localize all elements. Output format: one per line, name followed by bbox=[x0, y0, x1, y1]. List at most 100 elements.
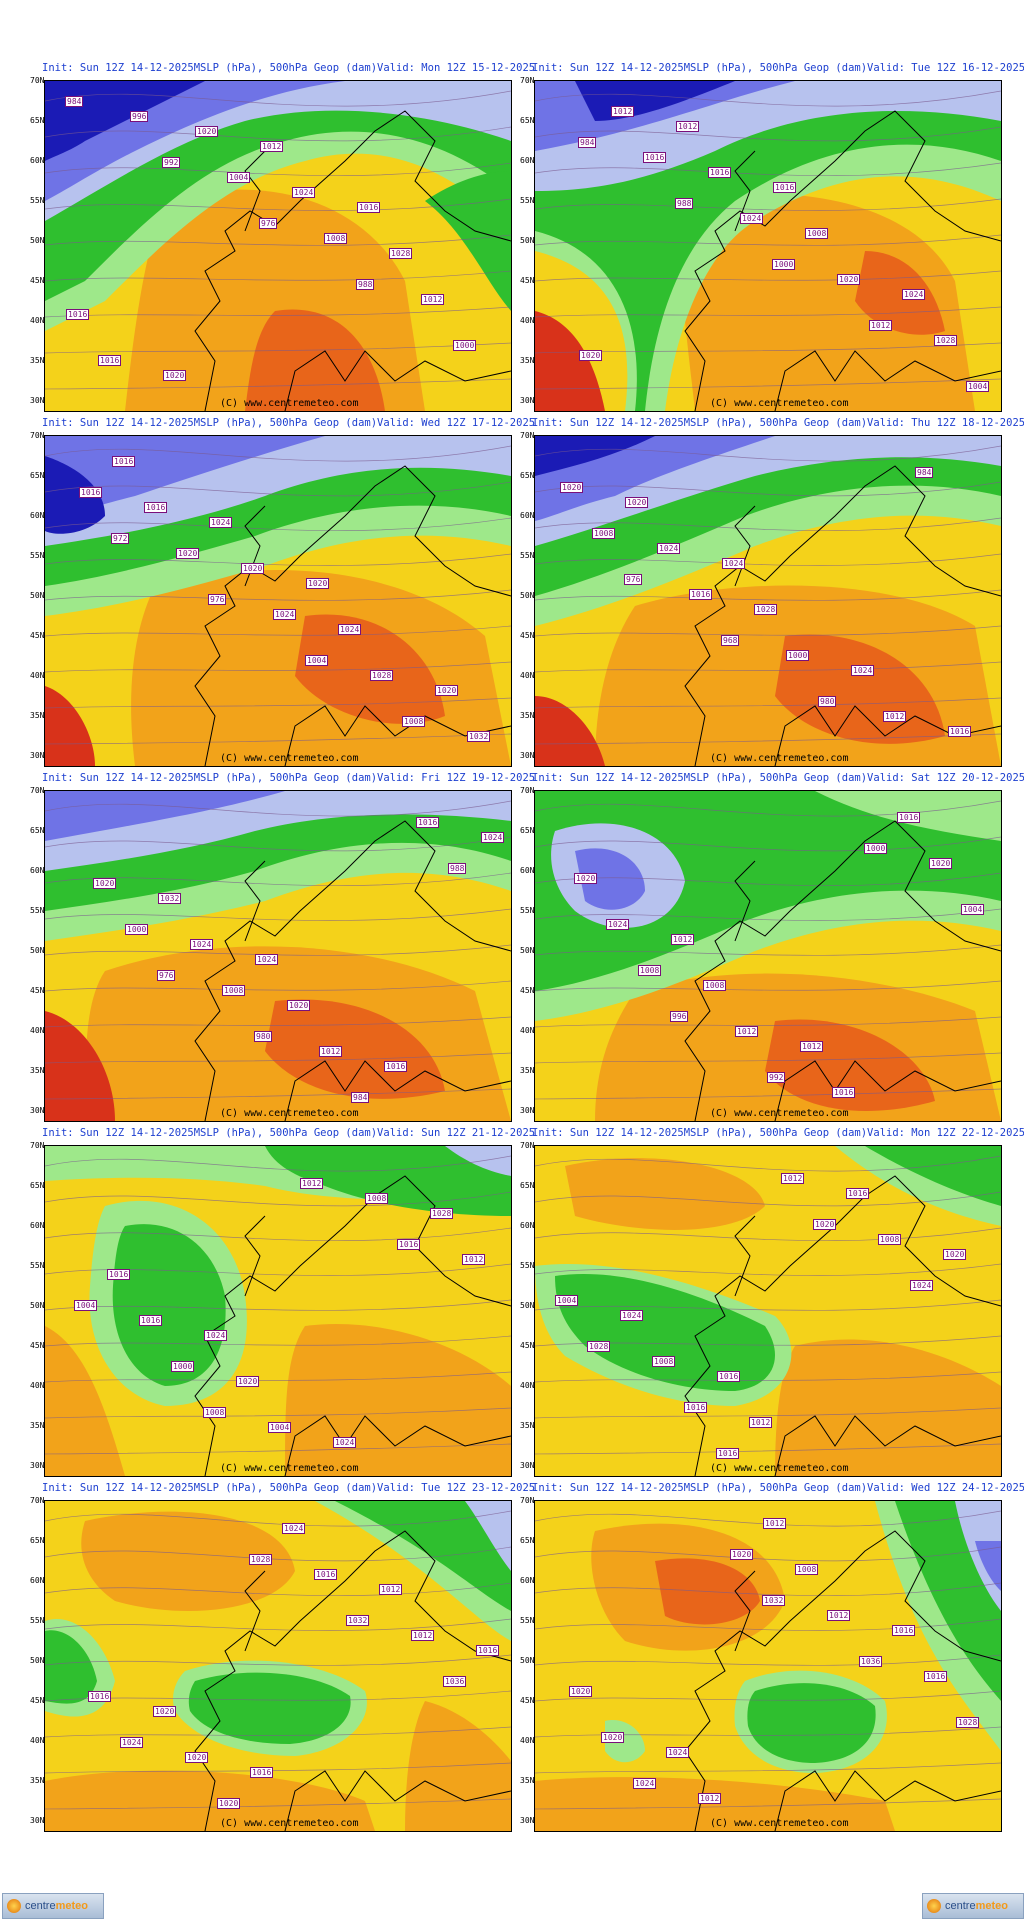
latitude-label: 55N bbox=[520, 1616, 535, 1625]
isobar-label: 1032 bbox=[346, 1615, 370, 1626]
isobar-line bbox=[535, 306, 1001, 318]
isobar-line bbox=[535, 625, 1001, 637]
latitude-label: 30N bbox=[30, 1106, 45, 1115]
panel-product-label: MSLP (hPa), 500hPa Geop (dam) bbox=[683, 772, 868, 784]
panel-valid-label: Valid: Tue 12Z 23-12-2025 bbox=[377, 1482, 536, 1494]
isobar-label: 1028 bbox=[389, 248, 413, 259]
pressure-zone bbox=[45, 456, 105, 534]
isobar-label: 984 bbox=[578, 137, 597, 148]
latitude-label: 30N bbox=[30, 1816, 45, 1825]
isobar-line bbox=[535, 90, 1001, 107]
isobar-label: 1012 bbox=[869, 320, 893, 331]
isobar-label: 1028 bbox=[249, 1554, 273, 1565]
isobar-label: 1024 bbox=[273, 609, 297, 620]
map-canvas bbox=[535, 436, 1001, 766]
weather-map: 976 968 980 984 1008 1016 1000 1012 1020 1024 1028… bbox=[534, 435, 1002, 767]
isobar-label: 1036 bbox=[443, 1676, 467, 1687]
isobar-label: 1020 bbox=[153, 1706, 177, 1717]
isobar-label: 1020 bbox=[625, 497, 649, 508]
isobar-line bbox=[45, 1443, 511, 1455]
latitude-label: 60N bbox=[520, 156, 535, 165]
isobar-label: 980 bbox=[254, 1031, 273, 1042]
isobar-label: 1028 bbox=[934, 335, 958, 346]
isobar-label: 1016 bbox=[716, 1448, 740, 1459]
isobar-label: 988 bbox=[675, 198, 694, 209]
isobar-label: 988 bbox=[448, 863, 467, 874]
panel-init-label: Init: Sun 12Z 14-12-2025 bbox=[532, 1482, 684, 1494]
isobar-label: 1000 bbox=[125, 924, 149, 935]
latitude-label: 40N bbox=[30, 1381, 45, 1390]
panel-init-label: Init: Sun 12Z 14-12-2025 bbox=[532, 417, 684, 429]
copyright-credit: (C) www.centremeteo.com bbox=[710, 1818, 849, 1829]
isobar-label: 1024 bbox=[740, 213, 764, 224]
pressure-zone bbox=[112, 1224, 226, 1386]
latitude-label: 50N bbox=[30, 591, 45, 600]
pressure-zone bbox=[775, 1339, 1001, 1476]
latitude-label: 35N bbox=[30, 711, 45, 720]
latitude-label: 55N bbox=[520, 196, 535, 205]
isobar-label: 1000 bbox=[772, 259, 796, 270]
isobar-line bbox=[45, 1726, 511, 1738]
isobar-label: 1016 bbox=[416, 817, 440, 828]
isobar-label: 1016 bbox=[79, 487, 103, 498]
brand-logo-left: centremeteo bbox=[2, 1893, 104, 1919]
pressure-zone bbox=[575, 848, 645, 910]
isobar-label: 992 bbox=[767, 1072, 786, 1083]
latitude-label: 70N bbox=[30, 76, 45, 85]
isobar-label: 1012 bbox=[319, 1046, 343, 1057]
isobar-label: 1028 bbox=[587, 1341, 611, 1352]
isobar-line bbox=[535, 697, 1001, 709]
forecast-panel: Init: Sun 12Z 14-12-2025 MSLP (hPa), 500h… bbox=[30, 1127, 535, 1479]
isobar-label: 968 bbox=[721, 635, 740, 646]
latitude-label: 50N bbox=[520, 591, 535, 600]
isobar-label: 996 bbox=[130, 111, 149, 122]
isobar-label: 1028 bbox=[430, 1208, 454, 1219]
isobar-label: 1020 bbox=[601, 1732, 625, 1743]
isobar-label: 1036 bbox=[859, 1656, 883, 1667]
panel-product-label: MSLP (hPa), 500hPa Geop (dam) bbox=[193, 772, 378, 784]
latitude-label: 35N bbox=[30, 356, 45, 365]
pressure-zone bbox=[45, 791, 285, 841]
panel-header: Init: Sun 12Z 14-12-2025 MSLP (hPa), 500h… bbox=[532, 417, 1024, 433]
weather-map: 1032 1036 1028 1024 1020 1012 1016 1020 1012 1008… bbox=[534, 1500, 1002, 1832]
latitude-label: 60N bbox=[520, 866, 535, 875]
isobar-label: 1000 bbox=[171, 1361, 195, 1372]
weather-map: 1008 1012 1016 1004 1000 1004 1008 1012 1016 1020… bbox=[44, 1145, 512, 1477]
isobar-label: 1008 bbox=[222, 985, 246, 996]
latitude-label: 70N bbox=[520, 1496, 535, 1505]
isobar-label: 1020 bbox=[579, 350, 603, 361]
isobar-line bbox=[45, 1016, 511, 1028]
panel-header: Init: Sun 12Z 14-12-2025 MSLP (hPa), 500h… bbox=[42, 772, 535, 788]
isobar-line bbox=[45, 1546, 511, 1562]
isobar-label: 1008 bbox=[805, 228, 829, 239]
isobar-line bbox=[45, 306, 511, 318]
latitude-label: 30N bbox=[30, 396, 45, 405]
isobar-label: 1008 bbox=[638, 965, 662, 976]
isobar-label: 984 bbox=[915, 467, 934, 478]
isobar-line bbox=[535, 378, 1001, 390]
isobar-label: 1004 bbox=[268, 1422, 292, 1433]
isobar-label: 1028 bbox=[956, 1717, 980, 1728]
isobar-label: 1012 bbox=[698, 1793, 722, 1804]
isobar-label: 976 bbox=[624, 574, 643, 585]
latitude-label: 70N bbox=[30, 431, 45, 440]
isobar-line bbox=[535, 836, 1001, 852]
isobar-label: 1016 bbox=[384, 1061, 408, 1072]
isobar-label: 984 bbox=[65, 96, 84, 107]
isobar-line bbox=[45, 1335, 511, 1347]
isobar-label: 1016 bbox=[88, 1691, 112, 1702]
isobar-label: 1016 bbox=[689, 589, 713, 600]
panel-valid-label: Valid: Wed 12Z 24-12-2025 bbox=[867, 1482, 1024, 1494]
isobar-label: 1020 bbox=[435, 685, 459, 696]
latitude-label: 65N bbox=[520, 116, 535, 125]
isobar-label: 1012 bbox=[671, 934, 695, 945]
isobar-line bbox=[45, 198, 511, 211]
latitude-label: 65N bbox=[520, 1181, 535, 1190]
coastline bbox=[194, 1530, 511, 1831]
copyright-credit: (C) www.centremeteo.com bbox=[710, 753, 849, 764]
pressure-zone bbox=[865, 1146, 1001, 1206]
map-canvas bbox=[45, 436, 511, 766]
latitude-label: 50N bbox=[30, 1656, 45, 1665]
latitude-label: 60N bbox=[30, 866, 45, 875]
isobar-label: 1016 bbox=[107, 1269, 131, 1280]
